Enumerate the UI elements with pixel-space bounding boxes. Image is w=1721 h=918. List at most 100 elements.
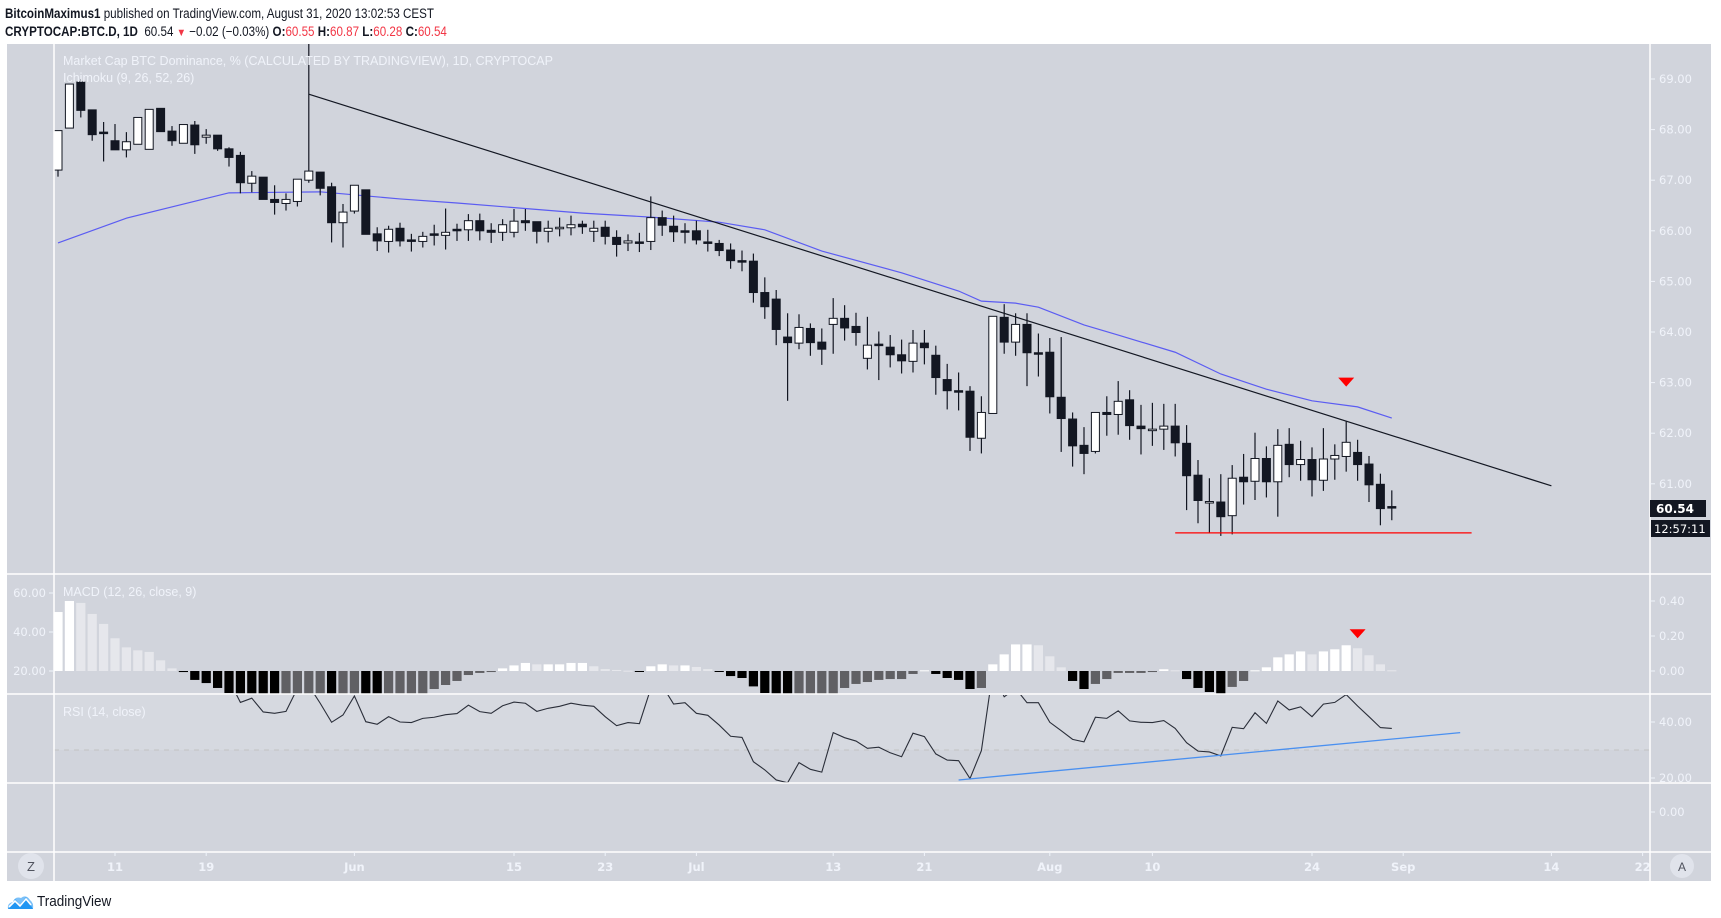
candle[interactable] <box>144 108 154 150</box>
rsi-trendline[interactable] <box>958 731 1461 781</box>
candle[interactable] <box>315 171 325 196</box>
candle[interactable] <box>395 222 405 247</box>
candle[interactable] <box>1090 411 1100 454</box>
candle[interactable] <box>270 185 280 215</box>
candle[interactable] <box>931 345 941 395</box>
candle[interactable] <box>475 213 485 241</box>
candle[interactable] <box>361 189 371 235</box>
candle[interactable] <box>190 120 200 154</box>
candle[interactable] <box>1307 447 1317 497</box>
candle[interactable] <box>1387 490 1397 521</box>
candle[interactable] <box>167 126 177 146</box>
tradingview-footer[interactable]: TradingView <box>6 893 120 910</box>
candle[interactable] <box>1273 429 1283 517</box>
candle[interactable] <box>1296 440 1306 481</box>
candle[interactable] <box>99 122 109 162</box>
candle[interactable] <box>543 220 553 243</box>
candle[interactable] <box>1033 333 1043 377</box>
candle[interactable] <box>817 328 827 365</box>
candle[interactable] <box>851 312 861 346</box>
candle[interactable] <box>110 124 120 151</box>
candle[interactable] <box>1102 396 1112 436</box>
candle[interactable] <box>1227 465 1237 535</box>
candle[interactable] <box>600 220 610 245</box>
candle[interactable] <box>1113 381 1123 435</box>
candle[interactable] <box>623 234 633 252</box>
candle[interactable] <box>178 124 188 144</box>
candle[interactable] <box>121 132 131 158</box>
candle[interactable] <box>919 329 929 365</box>
main-pane[interactable] <box>54 44 1552 536</box>
candle[interactable] <box>463 214 473 241</box>
candle[interactable] <box>828 298 838 354</box>
candle[interactable] <box>1022 313 1032 387</box>
candle[interactable] <box>737 250 747 272</box>
author-name[interactable]: BitcoinMaximus1 <box>5 6 101 21</box>
candle[interactable] <box>452 223 462 241</box>
candle[interactable] <box>942 363 952 410</box>
candle[interactable] <box>1170 403 1180 457</box>
candle[interactable] <box>714 239 724 257</box>
candle[interactable] <box>885 335 895 368</box>
candle[interactable] <box>384 225 394 253</box>
candle[interactable] <box>372 227 382 252</box>
descending-trendline[interactable] <box>308 93 1552 487</box>
candle[interactable] <box>258 176 268 200</box>
candle[interactable] <box>646 196 656 251</box>
candle[interactable] <box>327 182 337 243</box>
candle[interactable] <box>429 224 439 246</box>
candle[interactable] <box>247 171 257 193</box>
candle[interactable] <box>1341 421 1351 472</box>
candle[interactable] <box>292 178 302 207</box>
candle[interactable] <box>1125 390 1135 440</box>
candle[interactable] <box>1011 313 1021 356</box>
candle[interactable] <box>691 220 701 245</box>
candle[interactable] <box>1250 432 1260 500</box>
candle[interactable] <box>805 323 815 356</box>
candle[interactable] <box>201 129 211 144</box>
candle[interactable] <box>224 147 234 167</box>
candle[interactable] <box>76 79 86 118</box>
candle[interactable] <box>760 277 770 319</box>
candle[interactable] <box>54 130 63 177</box>
candle[interactable] <box>1284 428 1294 478</box>
auto-scale-button[interactable]: A <box>1670 854 1694 878</box>
candle[interactable] <box>1204 478 1214 534</box>
candle[interactable] <box>566 215 576 236</box>
candle[interactable] <box>954 372 964 411</box>
timezone-button-label[interactable]: Z <box>27 859 35 874</box>
candle[interactable] <box>133 116 143 145</box>
candle[interactable] <box>783 313 793 401</box>
candle[interactable] <box>794 314 804 350</box>
candle[interactable] <box>406 233 416 252</box>
candle[interactable] <box>589 220 599 242</box>
candle[interactable] <box>338 203 348 248</box>
candle[interactable] <box>634 232 644 253</box>
candle[interactable] <box>1375 473 1385 526</box>
candle[interactable] <box>657 210 667 236</box>
candle[interactable] <box>862 316 872 370</box>
candle[interactable] <box>281 193 291 211</box>
candle[interactable] <box>999 304 1009 354</box>
candle[interactable] <box>498 219 508 241</box>
candle[interactable] <box>509 209 519 238</box>
candle[interactable] <box>988 315 998 414</box>
candle[interactable] <box>1045 338 1055 414</box>
candle[interactable] <box>1182 425 1192 511</box>
candle[interactable] <box>1318 428 1328 491</box>
candle[interactable] <box>304 44 314 183</box>
candle[interactable] <box>612 230 622 257</box>
candle[interactable] <box>840 305 850 341</box>
candle[interactable] <box>213 134 223 151</box>
macd-pane[interactable] <box>53 601 1397 706</box>
axes[interactable]: 69.00 68.00 67.00 66.00 65.00 64.00 63.00 62.00… <box>13 72 1692 874</box>
candle[interactable] <box>976 396 986 454</box>
candle[interactable] <box>897 339 907 374</box>
candle[interactable] <box>441 208 451 250</box>
candle[interactable] <box>1136 404 1146 455</box>
candle[interactable] <box>555 217 565 237</box>
candle[interactable] <box>908 329 918 373</box>
candle[interactable] <box>486 223 496 243</box>
timezone-button[interactable]: Z <box>18 853 44 879</box>
